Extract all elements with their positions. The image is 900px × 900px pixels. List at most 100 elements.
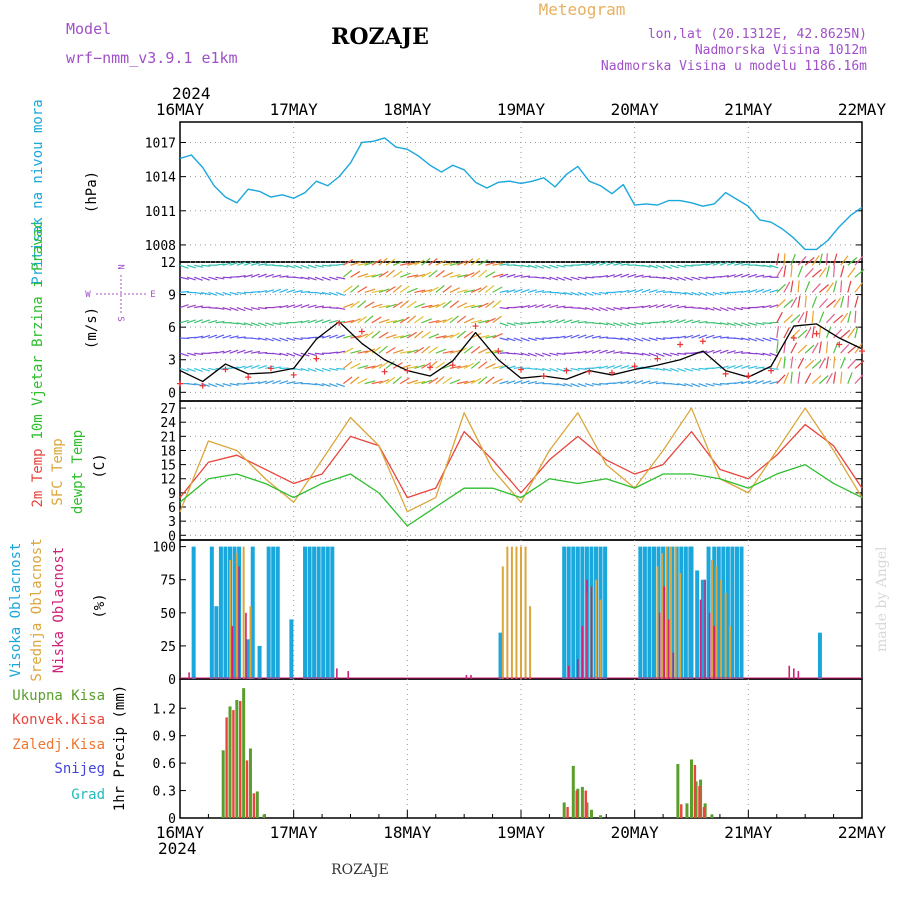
y-tick-label: 0.9 xyxy=(153,730,176,745)
wind-gust-marker xyxy=(540,373,547,380)
wind-arrow xyxy=(854,326,859,339)
wind-arrow xyxy=(343,376,353,385)
wind-gust-marker xyxy=(177,380,183,387)
wind-arrow xyxy=(535,289,545,293)
wind-arrow xyxy=(563,276,573,281)
total-precip-bar xyxy=(589,809,593,818)
conv-precip-bar xyxy=(698,785,701,818)
wind-arrow xyxy=(272,322,282,326)
wind-arrow xyxy=(307,304,317,309)
mid-cloud-bar xyxy=(515,546,518,679)
wind-arrow xyxy=(662,264,672,269)
wind-arrow xyxy=(336,307,346,310)
wind-arrow xyxy=(286,380,296,385)
wind-arrow xyxy=(606,261,615,266)
wind-arrow xyxy=(584,307,594,311)
wind-arrow xyxy=(712,291,722,296)
wind-arrow xyxy=(535,276,545,279)
wind-arrow xyxy=(527,289,537,293)
wind-arrow xyxy=(825,282,834,293)
wind-arrow xyxy=(776,298,786,309)
wind-arrow xyxy=(463,345,474,354)
wind-gust-marker xyxy=(267,365,274,372)
wind-arrow xyxy=(655,381,665,385)
high-cloud-bar xyxy=(266,546,271,679)
wind-arrow xyxy=(392,270,403,278)
location-coords: lon,lat (20.1312E, 42.8625N) xyxy=(648,27,867,42)
wind-arrow xyxy=(825,356,829,369)
wind-arrow xyxy=(279,322,289,325)
wind-arrow xyxy=(243,307,253,311)
wind-arrow xyxy=(655,276,665,279)
wind-arrow xyxy=(733,307,744,311)
wind-arrow xyxy=(399,300,410,309)
wind-arrow xyxy=(350,376,360,385)
wind-arrow xyxy=(293,337,303,341)
wind-gust-marker xyxy=(222,366,229,373)
high-cloud-bar xyxy=(661,546,666,679)
wind-arrow xyxy=(513,274,523,278)
wind-arrow xyxy=(414,259,425,266)
wind-arrow xyxy=(414,289,426,293)
wind-arrow xyxy=(293,303,303,309)
wind-arrow xyxy=(705,307,715,311)
wind-arrow xyxy=(329,276,338,281)
wind-arrow xyxy=(662,352,672,357)
t2m-axis-title: 2m Temp xyxy=(30,448,46,507)
wind-arrow xyxy=(847,295,850,308)
y-tick-label: 12 xyxy=(160,473,176,488)
wind-arrow xyxy=(222,383,232,387)
wind-arrow xyxy=(464,289,476,293)
high-cloud-bar xyxy=(734,546,739,679)
top-day-label: 22MAY xyxy=(838,100,887,119)
mid-cloud-axis-title: Srednja Oblacnost xyxy=(29,538,45,681)
low-cloud-bar xyxy=(347,671,350,679)
wind-arrow xyxy=(818,298,828,309)
wind-arrow xyxy=(520,352,530,357)
wind-arrow xyxy=(670,304,680,309)
wind-arrow xyxy=(314,291,324,295)
top-day-label: 21MAY xyxy=(724,100,773,119)
high-cloud-bar xyxy=(712,546,717,679)
wind-arrow xyxy=(250,307,260,311)
wind-arrow xyxy=(797,329,808,339)
wind-arrow xyxy=(371,303,383,309)
wind-arrow xyxy=(755,352,765,356)
high-cloud-bar xyxy=(721,546,726,679)
high-cloud-bar xyxy=(642,546,647,679)
low-cloud-bar xyxy=(470,675,472,679)
high-cloud-bar xyxy=(580,546,585,679)
conv-precip-bar xyxy=(693,764,697,818)
wind-arrow xyxy=(343,334,355,339)
wind-arrow xyxy=(620,273,630,278)
wind-arrow xyxy=(329,320,339,324)
wind-arrow xyxy=(456,289,468,293)
low-cloud-bar xyxy=(567,665,570,679)
y-tick-label: 12 xyxy=(160,256,176,271)
wind-arrow xyxy=(613,262,623,266)
wind-arrow xyxy=(392,349,404,354)
wind-arrow xyxy=(627,337,637,342)
wind-arrow xyxy=(201,319,211,324)
wind-arrow xyxy=(321,367,331,372)
wind-arrow xyxy=(634,379,644,385)
wind-arrow xyxy=(222,262,232,266)
wind-arrow xyxy=(542,304,552,309)
wind-arrow xyxy=(307,276,317,281)
wind-arrow xyxy=(485,363,496,369)
wind-arrow xyxy=(684,291,694,296)
wind-arrow xyxy=(847,280,852,293)
y-tick-label: 0.6 xyxy=(153,757,176,772)
wind-arrow xyxy=(336,263,346,266)
wind-arrow xyxy=(535,320,545,324)
wind-gust-marker xyxy=(358,328,365,335)
total-precip-bar xyxy=(676,764,680,818)
bottom-day-label: 20MAY xyxy=(611,823,660,842)
wind-arrow xyxy=(705,262,715,266)
wind-arrow xyxy=(357,365,369,370)
compass-n: N xyxy=(115,264,125,269)
wind-arrow xyxy=(527,264,537,269)
wind-arrow xyxy=(520,322,531,325)
wind-arrow xyxy=(776,266,784,278)
wind-arrow xyxy=(179,264,189,269)
